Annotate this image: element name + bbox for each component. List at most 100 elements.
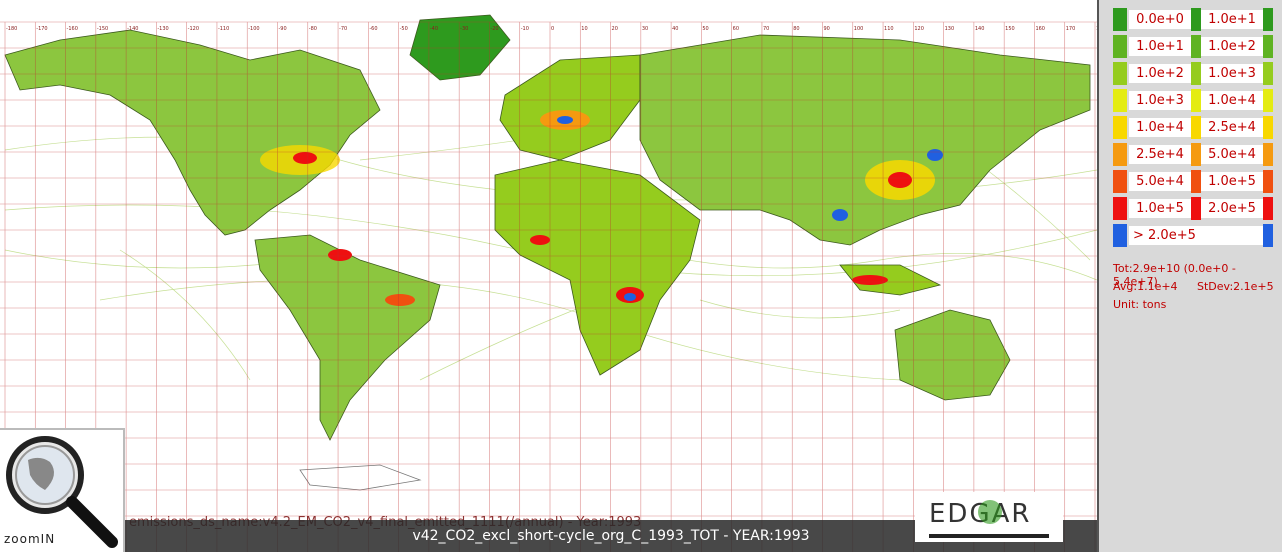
legend-swatch (1263, 35, 1273, 58)
longitude-tick: 120 (914, 26, 924, 32)
legend-from: > 2.0e+5 (1129, 226, 1267, 245)
legend-swatch (1113, 8, 1127, 31)
legend-swatch (1113, 170, 1127, 193)
legend-swatch (1191, 8, 1201, 31)
legend-from: 2.5e+4 (1129, 145, 1191, 164)
total-stat: Tot:2.9e+10 (0.0e+0 - 5.4e+7) (1113, 262, 1236, 288)
longitude-tick: 0 (551, 26, 554, 32)
longitude-tick: 90 (824, 26, 830, 32)
scenario-title: v42_CO2_excl_short-cycle_org_C_1993_TOT … (412, 528, 810, 544)
legend-to: 1.0e+5 (1201, 172, 1263, 191)
longitude-tick-labels: -180 -170 -160 -150 -140 -130 -120 -110 -100 -90-… (6, 26, 1097, 32)
legend-to: 2.0e+5 (1201, 199, 1263, 218)
longitude-tick: -150 (97, 26, 108, 32)
longitude-tick: -110 (218, 26, 229, 32)
legend-swatch (1113, 224, 1127, 247)
edgar-logo: EDGAR (915, 492, 1063, 542)
longitude-tick: -100 (248, 26, 259, 32)
longitude-tick: -30 (460, 26, 468, 32)
legend-swatch (1113, 35, 1127, 58)
legend-from: 1.0e+2 (1129, 64, 1191, 83)
longitude-tick: -160 (67, 26, 78, 32)
legend-from: 1.0e+4 (1129, 118, 1191, 137)
lat-lon-grid (0, 21, 1097, 552)
unit-label: Unit: tons (1113, 298, 1167, 311)
legend-swatch (1113, 89, 1127, 112)
legend-from: 0.0e+0 (1129, 10, 1191, 29)
legend-to: 1.0e+3 (1201, 64, 1263, 83)
longitude-tick: 60 (733, 26, 739, 32)
legend-swatch (1191, 197, 1201, 220)
legend-from: 5.0e+4 (1129, 172, 1191, 191)
legend-to: 2.5e+4 (1201, 118, 1263, 137)
longitude-tick: -170 (36, 26, 47, 32)
longitude-tick: 10 (581, 26, 587, 32)
legend-to: 1.0e+1 (1201, 10, 1263, 29)
legend-to: 1.0e+2 (1201, 37, 1263, 56)
longitude-tick: -20 (490, 26, 498, 32)
longitude-tick: 100 (854, 26, 864, 32)
legend-swatch (1263, 197, 1273, 220)
longitude-tick: 140 (975, 26, 985, 32)
legend-row: 2.5e+4 5.0e+4 (1113, 143, 1273, 166)
legend-swatch (1191, 116, 1201, 139)
longitude-tick: -80 (309, 26, 317, 32)
continents (4, 14, 1091, 491)
stdev-stat: StDev:2.1e+5 (1197, 280, 1274, 293)
longitude-tick: -130 (157, 26, 168, 32)
zoom-in-label: zoomIN (4, 532, 56, 546)
longitude-tick: 40 (672, 26, 678, 32)
legend-swatch (1191, 89, 1201, 112)
longitude-tick: 110 (884, 26, 894, 32)
legend-swatch (1263, 116, 1273, 139)
legend-swatch (1113, 143, 1127, 166)
longitude-tick: 180 (1096, 26, 1097, 32)
legend-swatch (1263, 224, 1273, 247)
longitude-tick: 150 (1005, 26, 1015, 32)
legend-swatch (1263, 143, 1273, 166)
longitude-tick: 160 (1035, 26, 1045, 32)
legend-row: 1.0e+1 1.0e+2 (1113, 35, 1273, 58)
legend-swatch (1113, 62, 1127, 85)
legend-from: 1.0e+5 (1129, 199, 1191, 218)
longitude-tick: -70 (339, 26, 347, 32)
longitude-tick: -10 (521, 26, 529, 32)
emission-hotspots (260, 110, 943, 306)
legend-row: > 2.0e+5 (1113, 224, 1273, 247)
legend-panel: 0.0e+0 1.0e+1 1.0e+1 1.0e+2 1.0e+2 1.0e+3 1.0e… (1097, 0, 1282, 552)
longitude-tick: -140 (127, 26, 138, 32)
legend-swatch (1191, 143, 1201, 166)
legend-swatch (1191, 35, 1201, 58)
legend-swatch (1263, 8, 1273, 31)
longitude-tick: 70 (763, 26, 769, 32)
legend-row: 1.0e+2 1.0e+3 (1113, 62, 1273, 85)
zoom-in-button[interactable]: zoomIN (0, 428, 125, 552)
longitude-tick: 30 (642, 26, 648, 32)
longitude-tick: 50 (702, 26, 708, 32)
emission-map[interactable]: -180 -170 -160 -150 -140 -130 -120 -110 -100 -90-… (0, 0, 1097, 552)
magnifier-icon (6, 436, 118, 548)
longitude-tick: -40 (430, 26, 438, 32)
legend-row: 1.0e+4 2.5e+4 (1113, 116, 1273, 139)
legend-from: 1.0e+1 (1129, 37, 1191, 56)
longitude-tick: 170 (1066, 26, 1076, 32)
legend-row: 1.0e+3 1.0e+4 (1113, 89, 1273, 112)
longitude-tick: 80 (793, 26, 799, 32)
legend-to: 5.0e+4 (1201, 145, 1263, 164)
longitude-tick: 130 (945, 26, 955, 32)
longitude-tick: 20 (612, 26, 618, 32)
legend-row: 5.0e+4 1.0e+5 (1113, 170, 1273, 193)
longitude-tick: -120 (188, 26, 199, 32)
longitude-tick: -90 (279, 26, 287, 32)
legend-row: 1.0e+5 2.0e+5 (1113, 197, 1273, 220)
legend-swatch (1191, 62, 1201, 85)
legend-swatch (1113, 116, 1127, 139)
legend-swatch (1113, 197, 1127, 220)
avg-stat: Avg:1.1e+4 (1113, 280, 1178, 293)
longitude-tick: -60 (369, 26, 377, 32)
legend-swatch (1263, 170, 1273, 193)
legend-swatch (1263, 89, 1273, 112)
legend-row: 0.0e+0 1.0e+1 (1113, 8, 1273, 31)
legend-swatch (1191, 170, 1201, 193)
legend-swatch (1263, 62, 1273, 85)
